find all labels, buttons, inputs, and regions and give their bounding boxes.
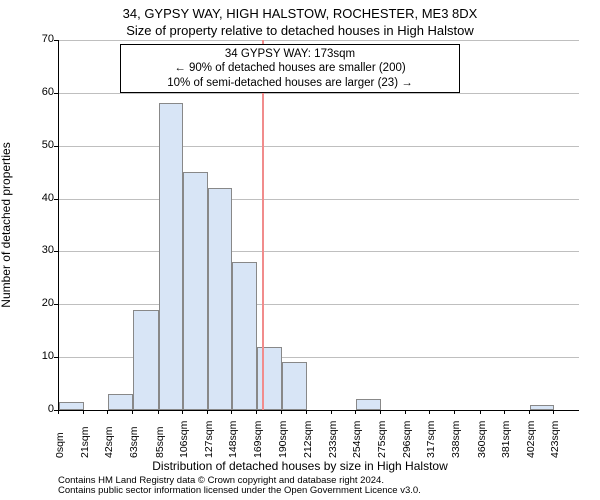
x-axis-label: Distribution of detached houses by size …	[0, 459, 600, 473]
histogram-bar	[183, 172, 208, 410]
y-axis-label: Number of detached properties	[0, 142, 13, 307]
x-tick-label: 212sqm	[302, 414, 314, 458]
x-tick-label: 106sqm	[178, 414, 190, 458]
x-tick-label: 148sqm	[227, 414, 239, 458]
y-tick-label: 30	[14, 244, 54, 256]
x-tick-label: 275sqm	[376, 414, 388, 458]
annotation-box: 34 GYPSY WAY: 173sqm ← 90% of detached h…	[120, 44, 460, 93]
gridline	[59, 199, 579, 200]
histogram-bar	[282, 362, 308, 410]
y-tick-mark	[54, 199, 58, 200]
x-tick-label: 338sqm	[450, 414, 462, 458]
x-tick-label: 381sqm	[500, 414, 512, 458]
x-tick-label: 402sqm	[525, 414, 537, 458]
x-tick-label: 423sqm	[549, 414, 561, 458]
gridline	[59, 304, 579, 305]
y-tick-mark	[54, 304, 58, 305]
chart-title-main: 34, GYPSY WAY, HIGH HALSTOW, ROCHESTER, …	[0, 6, 600, 21]
footer: Contains HM Land Registry data © Crown c…	[58, 476, 421, 497]
y-tick-mark	[54, 251, 58, 252]
plot-area	[58, 40, 579, 411]
footer-line: Contains public sector information licen…	[58, 486, 421, 496]
annotation-line: ← 90% of detached houses are smaller (20…	[125, 61, 455, 75]
x-tick-label: 127sqm	[203, 414, 215, 458]
y-tick-mark	[54, 93, 58, 94]
histogram-bar	[208, 188, 233, 410]
gridline	[59, 251, 579, 252]
y-tick-label: 20	[14, 297, 54, 309]
x-tick-label: 360sqm	[476, 414, 488, 458]
x-tick-label: 169sqm	[252, 414, 264, 458]
y-tick-label: 50	[14, 139, 54, 151]
x-tick-label: 233sqm	[327, 414, 339, 458]
y-tick-label: 70	[14, 33, 54, 45]
x-tick-label: 0sqm	[54, 414, 66, 458]
y-tick-mark	[54, 357, 58, 358]
y-tick-label: 0	[14, 403, 54, 415]
histogram-bar	[232, 262, 257, 410]
y-tick-label: 40	[14, 192, 54, 204]
histogram-bar	[59, 402, 84, 410]
annotation-line: 10% of semi-detached houses are larger (…	[125, 76, 455, 90]
gridline	[59, 40, 579, 41]
x-tick-label: 42sqm	[103, 414, 115, 458]
x-tick-label: 21sqm	[79, 414, 91, 458]
annotation-line: 34 GYPSY WAY: 173sqm	[125, 47, 455, 61]
reference-line	[262, 40, 264, 410]
histogram-bar	[108, 394, 133, 410]
histogram-bar	[530, 405, 555, 410]
chart-container: 34, GYPSY WAY, HIGH HALSTOW, ROCHESTER, …	[0, 0, 600, 500]
histogram-bar	[257, 347, 282, 410]
y-tick-label: 10	[14, 350, 54, 362]
x-tick-label: 190sqm	[277, 414, 289, 458]
y-tick-label: 60	[14, 86, 54, 98]
x-tick-label: 296sqm	[401, 414, 413, 458]
chart-title-sub: Size of property relative to detached ho…	[0, 23, 600, 38]
x-tick-label: 63sqm	[128, 414, 140, 458]
histogram-bar	[133, 310, 159, 410]
histogram-bar	[159, 103, 184, 410]
x-tick-label: 254sqm	[351, 414, 363, 458]
x-tick-label: 317sqm	[425, 414, 437, 458]
x-tick-label: 85sqm	[154, 414, 166, 458]
gridline	[59, 146, 579, 147]
y-tick-mark	[54, 40, 58, 41]
y-tick-mark	[54, 146, 58, 147]
histogram-bar	[356, 399, 381, 410]
